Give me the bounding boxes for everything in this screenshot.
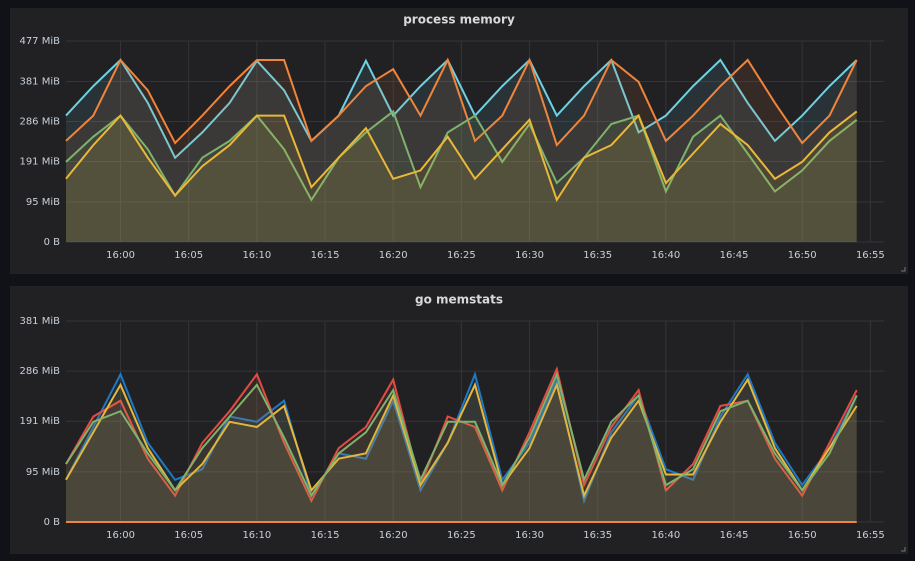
x-tick-label: 16:30 — [515, 250, 544, 261]
series-line — [65, 371, 858, 498]
series-line — [65, 110, 858, 203]
x-tick-label: 16:10 — [242, 250, 271, 261]
y-tick-label: 477 MiB — [19, 36, 60, 47]
y-tick-label: 191 MiB — [19, 416, 60, 427]
x-tick-label: 16:15 — [311, 530, 340, 541]
series-area — [66, 60, 857, 242]
x-tick-label: 16:55 — [856, 530, 885, 541]
x-tick-label: 16:20 — [379, 250, 408, 261]
x-tick-label: 16:35 — [583, 530, 612, 541]
x-tick-label: 16:05 — [174, 530, 203, 541]
x-tick-label: 16:00 — [106, 250, 135, 261]
resize-handle[interactable] — [901, 267, 906, 272]
y-tick-label: 286 MiB — [19, 366, 60, 377]
series-area — [66, 374, 857, 522]
series-area — [66, 111, 857, 243]
x-tick-label: 16:25 — [447, 250, 476, 261]
x-tick-label: 16:45 — [720, 250, 749, 261]
x-tick-label: 16:45 — [720, 530, 749, 541]
x-tick-label: 16:55 — [856, 250, 885, 261]
series-line — [65, 377, 858, 499]
x-tick-label: 16:35 — [583, 250, 612, 261]
x-tick-label: 16:20 — [379, 530, 408, 541]
series-area — [66, 374, 857, 522]
x-tick-label: 16:30 — [515, 530, 544, 541]
y-tick-label: 0 B — [44, 237, 61, 248]
y-tick-label: 0 B — [44, 517, 61, 528]
x-tick-label: 16:50 — [788, 530, 817, 541]
panel — [10, 8, 908, 274]
y-tick-label: 95 MiB — [26, 467, 60, 478]
x-tick-label: 16:05 — [174, 250, 203, 261]
y-tick-label: 286 MiB — [19, 116, 60, 127]
x-tick-label: 16:50 — [788, 250, 817, 261]
series-area — [66, 111, 857, 243]
x-tick-label: 16:25 — [447, 530, 476, 541]
x-tick-label: 16:15 — [311, 250, 340, 261]
series-line — [65, 109, 858, 202]
series-line — [65, 58, 858, 160]
y-tick-label: 381 MiB — [19, 76, 60, 87]
panel-title: go memstats — [415, 293, 503, 307]
series-area — [66, 60, 857, 242]
panel-title: process memory — [403, 13, 515, 27]
series-line — [65, 57, 858, 148]
y-tick-label: 381 MiB — [19, 316, 60, 327]
x-tick-label: 16:40 — [651, 530, 680, 541]
y-tick-label: 191 MiB — [19, 157, 60, 168]
y-tick-label: 95 MiB — [26, 197, 60, 208]
x-tick-label: 16:40 — [651, 250, 680, 261]
resize-handle[interactable] — [901, 547, 906, 552]
x-tick-label: 16:10 — [242, 530, 271, 541]
x-tick-label: 16:00 — [106, 530, 135, 541]
series-area — [66, 379, 857, 522]
series-area — [66, 369, 857, 522]
